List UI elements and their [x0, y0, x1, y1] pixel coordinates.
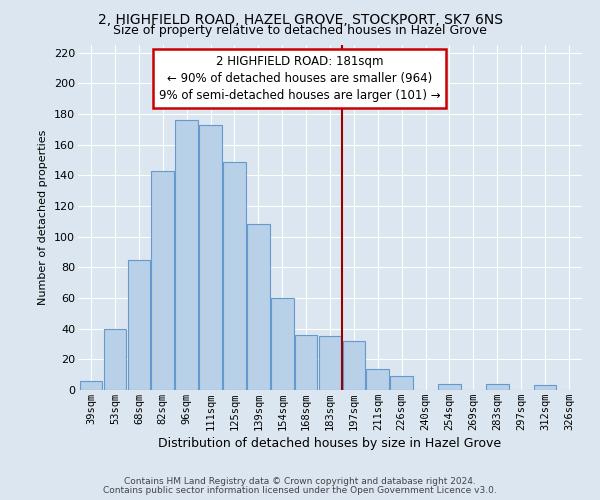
Bar — [295, 335, 317, 390]
Bar — [343, 341, 365, 390]
Bar — [438, 384, 461, 390]
Bar — [247, 224, 269, 390]
Bar — [367, 368, 389, 390]
Bar — [175, 120, 198, 390]
X-axis label: Distribution of detached houses by size in Hazel Grove: Distribution of detached houses by size … — [158, 437, 502, 450]
Bar — [128, 260, 150, 390]
Bar — [199, 124, 222, 390]
Bar — [486, 384, 509, 390]
Text: 2, HIGHFIELD ROAD, HAZEL GROVE, STOCKPORT, SK7 6NS: 2, HIGHFIELD ROAD, HAZEL GROVE, STOCKPOR… — [97, 12, 503, 26]
Text: 2 HIGHFIELD ROAD: 181sqm
← 90% of detached houses are smaller (964)
9% of semi-d: 2 HIGHFIELD ROAD: 181sqm ← 90% of detach… — [159, 56, 440, 102]
Y-axis label: Number of detached properties: Number of detached properties — [38, 130, 49, 305]
Text: Contains HM Land Registry data © Crown copyright and database right 2024.: Contains HM Land Registry data © Crown c… — [124, 477, 476, 486]
Bar — [319, 336, 341, 390]
Bar — [391, 376, 413, 390]
Bar — [271, 298, 293, 390]
Bar — [104, 328, 127, 390]
Bar — [80, 381, 103, 390]
Text: Contains public sector information licensed under the Open Government Licence v3: Contains public sector information licen… — [103, 486, 497, 495]
Bar — [223, 162, 246, 390]
Bar — [533, 386, 556, 390]
Bar — [151, 170, 174, 390]
Text: Size of property relative to detached houses in Hazel Grove: Size of property relative to detached ho… — [113, 24, 487, 37]
